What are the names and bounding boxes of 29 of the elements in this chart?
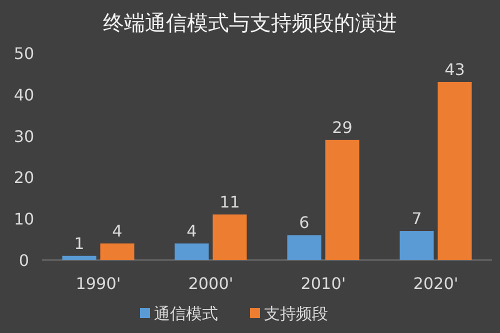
x-tick-label: 1990' [76, 274, 121, 293]
data-label: 29 [332, 118, 352, 137]
bar [287, 235, 322, 260]
bar [325, 140, 360, 260]
data-label: 6 [299, 213, 310, 232]
data-label: 4 [112, 221, 122, 240]
bar [100, 243, 134, 260]
data-label: 7 [412, 209, 422, 228]
bar [400, 231, 434, 260]
x-tick-label: 2010' [300, 274, 346, 293]
data-label: 11 [220, 192, 240, 212]
y-tick-label: 0 [18, 251, 30, 270]
legend-label: 通信模式 [154, 304, 218, 323]
chart-title: 终端通信模式与支持频段的演进 [103, 11, 397, 35]
bar [438, 82, 472, 260]
x-tick-label: 2000' [188, 274, 234, 293]
x-tick-label: 2020' [413, 274, 458, 293]
bar [62, 256, 96, 260]
data-label: 4 [186, 221, 197, 240]
bar [174, 243, 209, 260]
legend-label: 支持频段 [264, 304, 328, 323]
data-label: 1 [74, 234, 84, 253]
y-tick-label: 30 [14, 126, 34, 146]
y-tick-label: 50 [14, 44, 34, 63]
y-tick-label: 20 [14, 168, 34, 188]
y-tick-label: 10 [14, 210, 34, 229]
data-label: 43 [444, 60, 465, 79]
bar [212, 214, 247, 260]
y-tick-label: 40 [14, 85, 34, 104]
